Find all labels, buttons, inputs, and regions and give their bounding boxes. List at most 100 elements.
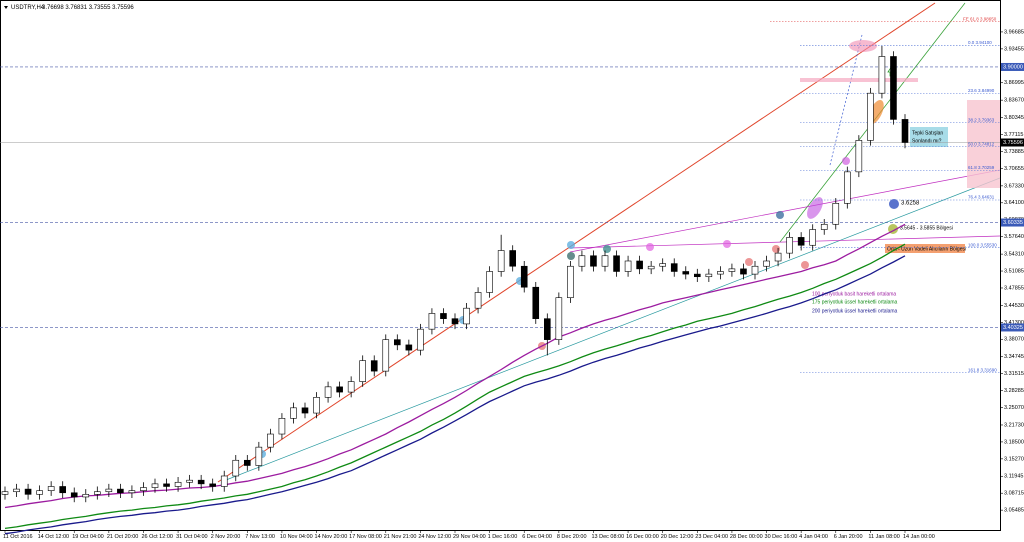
candle-body <box>209 483 216 487</box>
candle-body <box>59 486 66 494</box>
fib-label: 100.0 3.55530 <box>968 242 997 247</box>
x-tick-label: 2 Nov 20:00 <box>211 534 241 540</box>
candle-body <box>555 297 563 340</box>
y-tick-label: 3.73885 <box>1004 149 1024 155</box>
x-tick-label: 24 Nov 12:00 <box>418 534 451 540</box>
candle-body <box>728 268 736 272</box>
candle-body <box>405 344 413 351</box>
x-tick-label: 11 Oct 2016 <box>3 534 33 540</box>
candle-body <box>163 483 170 487</box>
trendline <box>569 169 1001 253</box>
x-tick-label: 16 Dec 00:00 <box>626 534 659 540</box>
highlight <box>646 243 654 251</box>
highlight <box>603 245 611 253</box>
candle-body <box>647 265 655 270</box>
x-tick-label: 13 Dec 08:00 <box>591 534 624 540</box>
candle-body <box>740 268 747 275</box>
candle-body <box>509 250 516 267</box>
candle-body <box>186 479 193 483</box>
legend-label: 200 periyotluk üssel hareketli ortalama <box>812 308 898 314</box>
candle-body <box>590 255 597 267</box>
y-tick-label: 3.44530 <box>1004 303 1024 309</box>
price-tag-label: 3.60335 <box>1003 220 1023 226</box>
candle-body <box>313 397 320 414</box>
x-tick-label: 14 Jan 00:00 <box>903 534 935 540</box>
candle-body <box>336 386 343 393</box>
quote: 3.76698 3.76831 3.73555 3.75596 <box>42 5 134 11</box>
candle-body <box>451 318 459 325</box>
candle-body <box>786 237 793 254</box>
candle-body <box>370 360 378 372</box>
price-tag <box>1001 138 1024 147</box>
fib-label: 23.6 3.84990 <box>968 88 995 93</box>
x-tick-label: 8 Dec 20:00 <box>557 534 587 540</box>
candle-body <box>832 203 840 225</box>
x-tick-label: 29 Nov 04:00 <box>453 534 486 540</box>
y-tick-label: 3.28285 <box>1004 388 1024 394</box>
x-tick-label: 10 Nov 04:00 <box>280 534 313 540</box>
fib-label: FE 61.8 3.98650 <box>963 16 997 21</box>
price-tag <box>1001 218 1024 227</box>
y-tick-label: 3.34745 <box>1004 354 1024 360</box>
candle-body <box>105 488 113 493</box>
symbol: USDTRY,H4 <box>11 5 45 11</box>
y-tick-label: 3.21730 <box>1004 422 1024 428</box>
candle-body <box>820 223 828 230</box>
fib-label: 76.4 3.64631 <box>968 195 995 200</box>
y-tick-label: 3.31515 <box>1004 371 1024 377</box>
ma-line <box>4 243 906 530</box>
candle-body <box>636 260 643 270</box>
price-tag <box>1001 323 1024 332</box>
candle-body <box>382 339 390 372</box>
candle-body <box>878 56 886 94</box>
candle-body <box>290 407 297 419</box>
y-tick-label: 3.67330 <box>1004 183 1024 189</box>
candle-body <box>428 313 436 330</box>
candle-body <box>463 307 470 325</box>
candle-body <box>624 260 632 272</box>
candle-body <box>578 255 586 267</box>
candle-body <box>1 491 9 495</box>
x-tick-label: 28 Dec 00:00 <box>730 534 763 540</box>
x-tick-label: 26 Oct 12:00 <box>141 534 173 540</box>
plot-frame <box>0 0 1001 531</box>
candle-body <box>659 263 666 267</box>
y-tick-label: 3.11945 <box>1004 474 1023 480</box>
candle-body <box>809 229 816 246</box>
x-tick-label: 1 Dec 16:00 <box>488 534 518 540</box>
candle-body <box>763 260 770 267</box>
x-tick-label: 21 Oct 20:00 <box>107 534 139 540</box>
candle-body <box>486 271 493 293</box>
y-tick-label: 3.80345 <box>1004 115 1024 121</box>
candle-body <box>70 492 78 498</box>
y-tick-label: 3.57640 <box>1004 234 1024 240</box>
x-tick-label: 6 Dec 04:00 <box>522 534 552 540</box>
candle-body <box>151 483 159 488</box>
x-tick-label: 30 Dec 16:00 <box>765 534 798 540</box>
highlight <box>745 258 753 266</box>
note-box <box>910 127 948 147</box>
y-tick-label: 3.86995 <box>1004 80 1024 86</box>
y-tick-label: 3.51085 <box>1004 268 1024 274</box>
y-tick-label: 3.83670 <box>1004 98 1024 104</box>
candle-body <box>901 119 909 143</box>
fib-label: 50.0 3.74812 <box>968 141 995 146</box>
y-tick-label: 3.47855 <box>1004 285 1024 291</box>
highlight <box>889 199 899 209</box>
candle-body <box>797 237 805 246</box>
x-tick-label: 6 Jan 20:00 <box>834 534 863 540</box>
candle-body <box>613 255 620 272</box>
zone-box <box>967 100 1000 188</box>
candle-body <box>774 252 782 262</box>
candle-body <box>474 292 482 309</box>
y-tick-label: 3.08715 <box>1004 491 1024 497</box>
candle-body <box>601 255 609 267</box>
fib-label: 0.0 3.94100 <box>968 40 992 45</box>
y-tick-label: 3.93455 <box>1004 46 1024 52</box>
candle-body <box>267 433 274 448</box>
candle-body <box>36 490 43 495</box>
price-tag <box>1001 62 1024 71</box>
candle-body <box>82 494 90 498</box>
candle-body <box>347 381 355 393</box>
candle-body <box>94 491 101 495</box>
